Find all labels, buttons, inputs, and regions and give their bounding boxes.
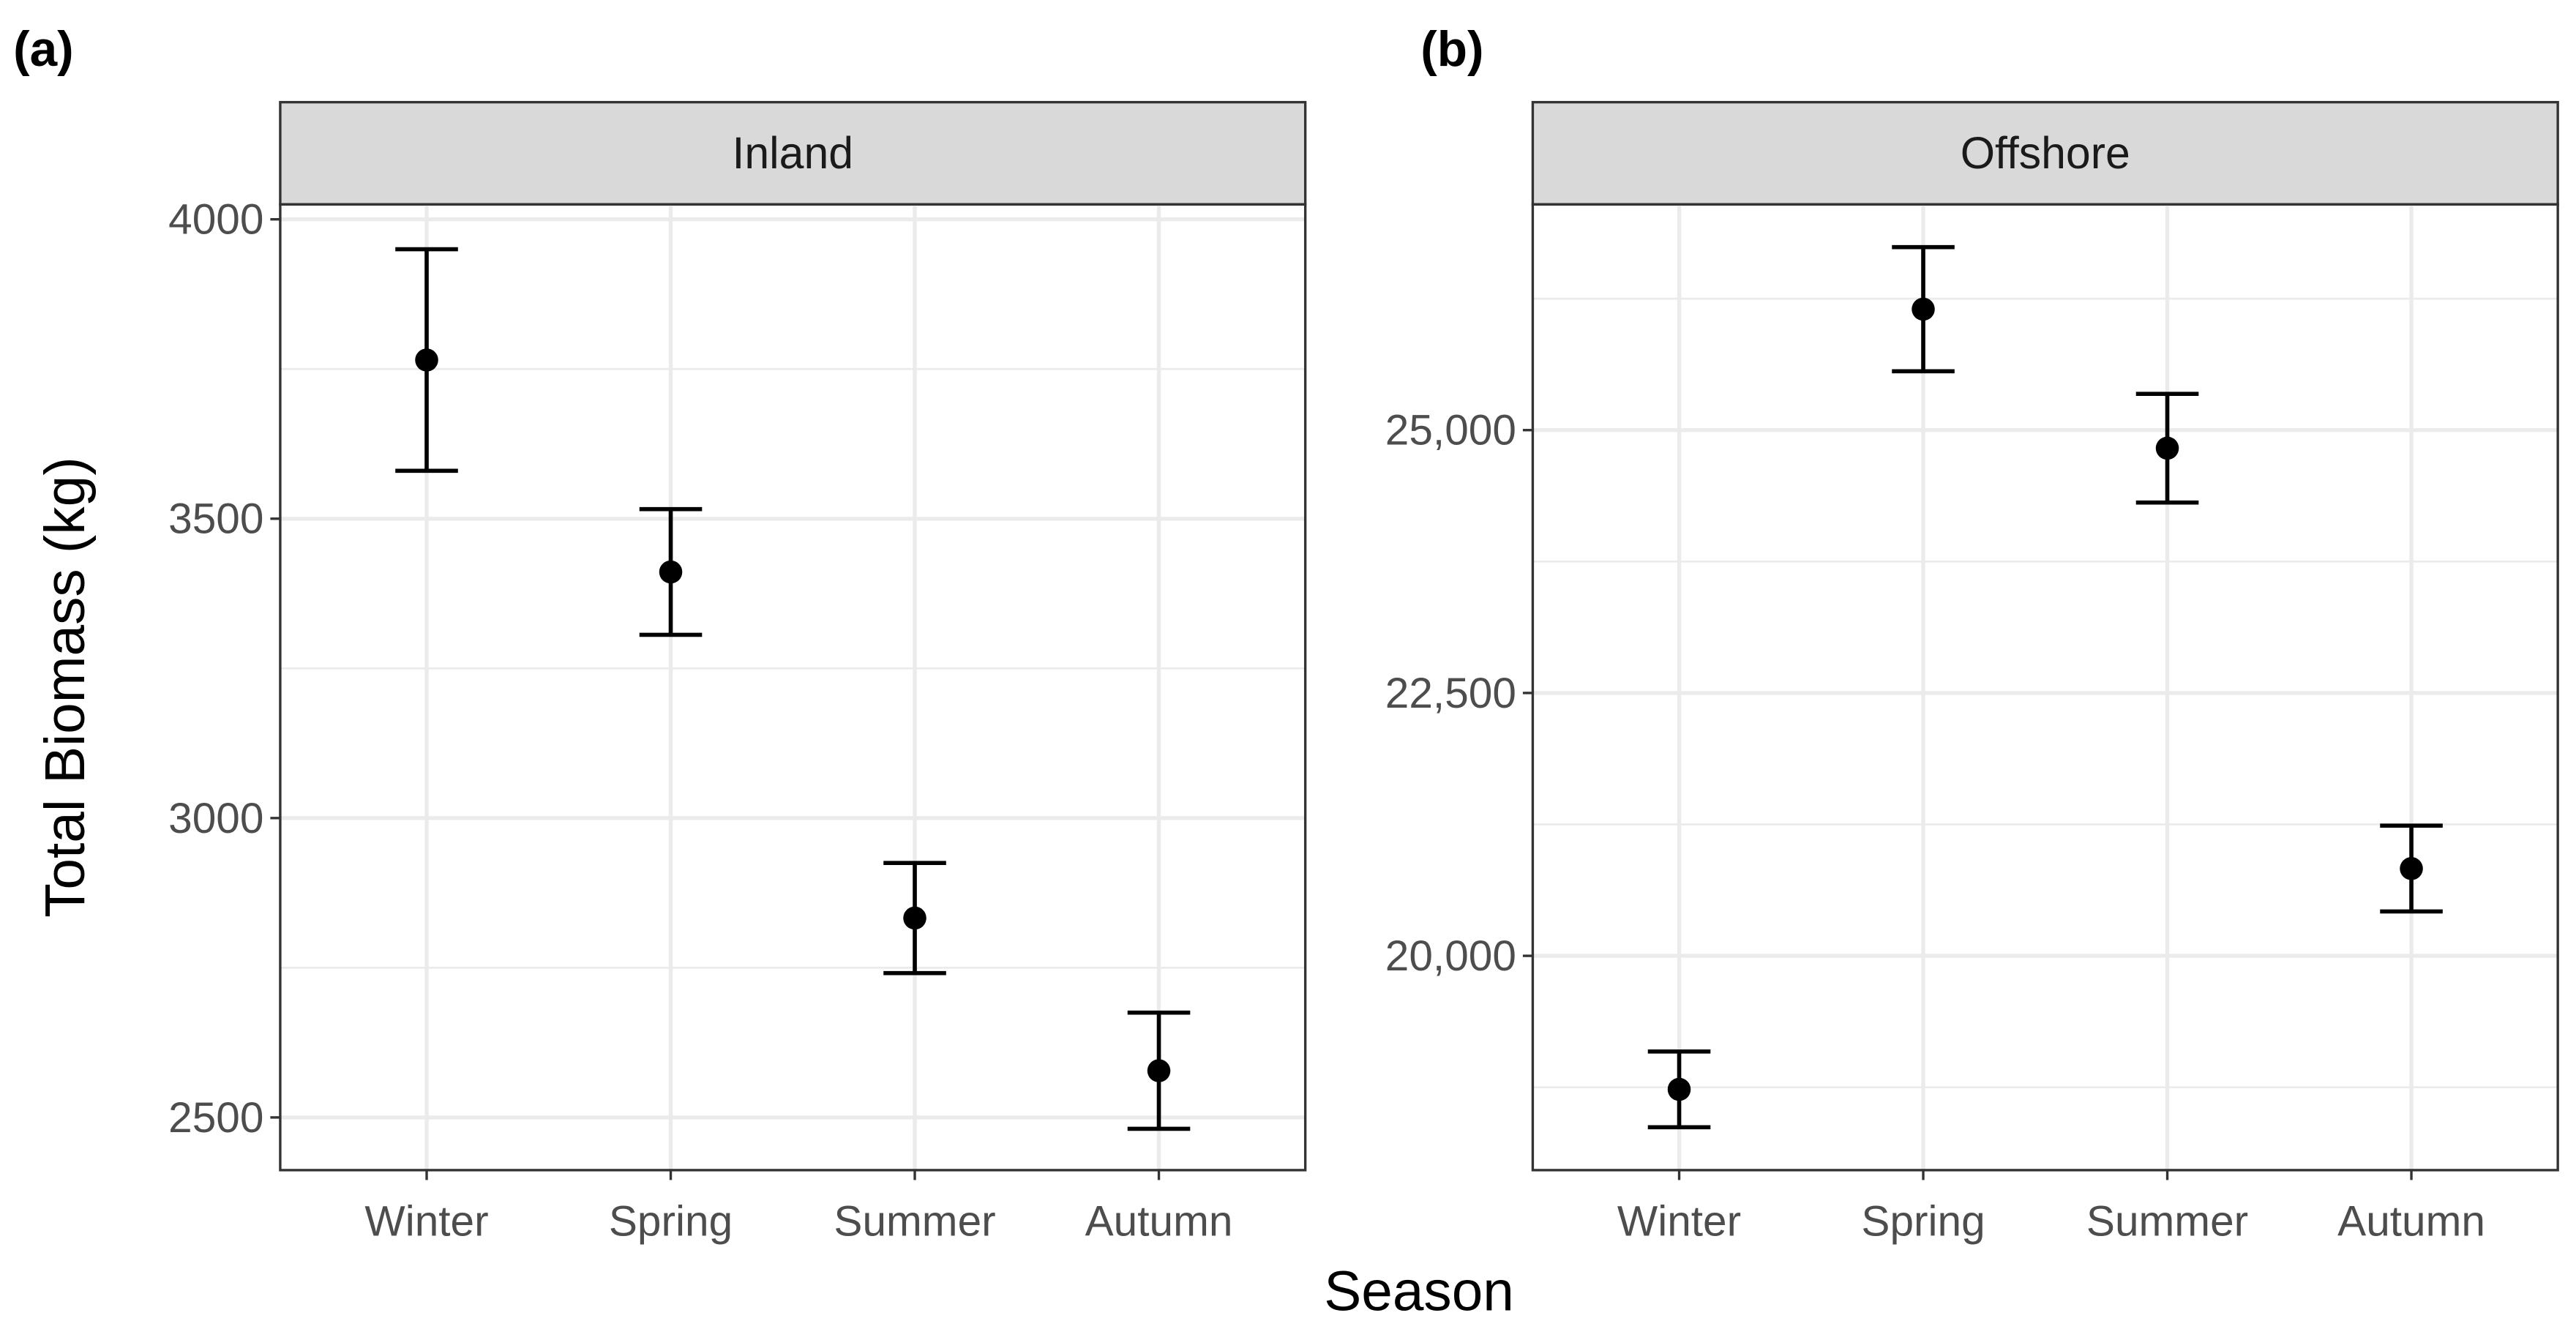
point [1912, 297, 1935, 321]
panel-border [1531, 203, 2559, 1172]
y-tick-label: 22,500 [1385, 670, 1516, 717]
y-tick-label: 3000 [168, 795, 263, 842]
point [2400, 857, 2423, 880]
strip-label: Inland [732, 128, 853, 178]
point [415, 348, 438, 372]
y-tick-label: 2500 [168, 1094, 263, 1142]
y-tick-label: 4000 [168, 196, 263, 244]
point [903, 906, 926, 930]
point [659, 560, 683, 584]
strip [279, 100, 1307, 206]
point [2155, 436, 2179, 460]
x-tick-label: Autumn [2337, 1198, 2485, 1246]
panel-label: (a) [13, 22, 74, 77]
point [1147, 1059, 1171, 1082]
y-tick-label: 20,000 [1385, 932, 1516, 980]
x-tick-label: Winter [1617, 1198, 1741, 1246]
y-axis-title: Total Biomass (kg) [34, 457, 97, 918]
x-tick-label: Summer [834, 1198, 995, 1246]
x-axis-title: Season [1324, 1260, 1514, 1322]
y-tick-label: 3500 [168, 495, 263, 543]
x-tick-label: Autumn [1085, 1198, 1233, 1246]
point [1667, 1077, 1691, 1101]
panel-border [279, 203, 1307, 1172]
strip [1531, 100, 2559, 206]
x-tick-label: Summer [2086, 1198, 2248, 1246]
x-tick-label: Spring [609, 1198, 733, 1246]
x-tick-label: Winter [364, 1198, 488, 1246]
y-tick-label: 25,000 [1385, 407, 1516, 454]
x-tick-label: Spring [1861, 1198, 1985, 1246]
strip-label: Offshore [1961, 128, 2130, 178]
panel-label: (b) [1420, 22, 1483, 77]
